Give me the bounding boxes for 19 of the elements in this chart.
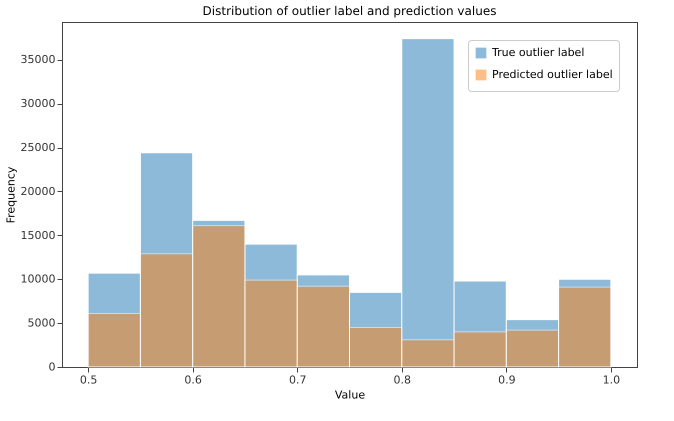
y-tick-label: 20000 [20, 184, 56, 198]
y-tick-label: 5000 [28, 316, 56, 330]
legend-label: True outlier label [491, 46, 584, 59]
x-tick-label: 0.5 [80, 374, 98, 386]
legend-label: Predicted outlier label [492, 68, 613, 81]
x-tick-label: 1.0 [602, 374, 620, 386]
y-tick-label: 25000 [20, 141, 56, 154]
x-tick-label: 0.6 [184, 374, 202, 386]
x-axis-title: Value [334, 388, 366, 402]
y-axis-title: Frequency [4, 166, 18, 224]
y-tick-label: 30000 [20, 97, 56, 110]
x-tick-label: 0.9 [498, 374, 516, 386]
chart-title: Distribution of outlier label and prediction values [202, 4, 496, 18]
x-tick-label: 0.8 [394, 374, 412, 386]
y-tick-label: 10000 [20, 272, 56, 286]
y-tick-label: 35000 [20, 53, 56, 66]
x-tick-label: 0.7 [288, 374, 306, 386]
y-tick-label: 0 [48, 360, 56, 374]
y-tick-label: 15000 [20, 228, 56, 242]
